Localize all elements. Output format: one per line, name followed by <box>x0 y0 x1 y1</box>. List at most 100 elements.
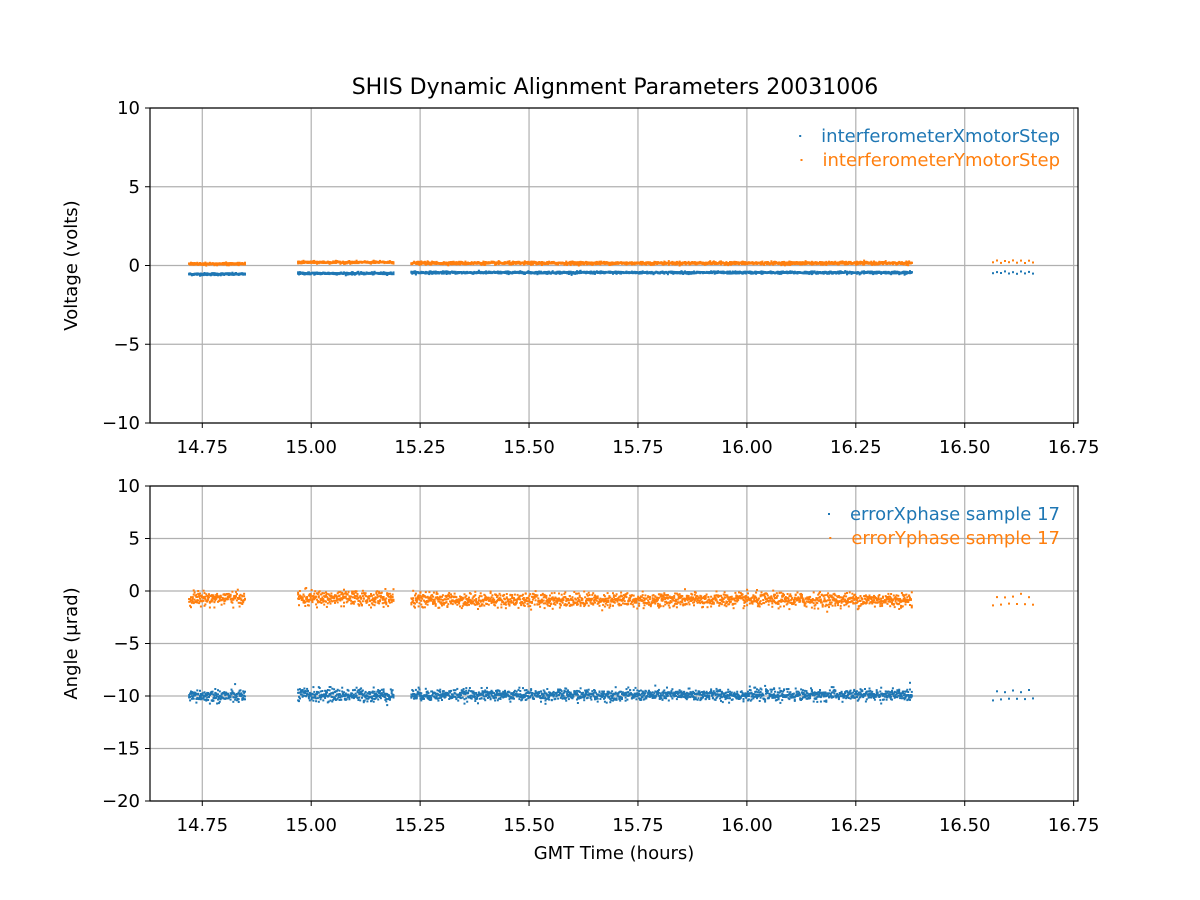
data-point <box>375 696 378 699</box>
data-point <box>324 695 327 698</box>
data-point <box>317 691 320 694</box>
data-point <box>379 697 382 700</box>
data-point <box>372 700 375 703</box>
data-point <box>301 689 304 692</box>
data-point <box>203 698 206 701</box>
legend-marker <box>799 135 802 137</box>
data-point <box>841 260 844 263</box>
data-point <box>227 697 230 700</box>
data-point <box>206 696 209 699</box>
data-point <box>237 691 240 694</box>
data-point <box>362 701 365 704</box>
data-point <box>324 697 327 699</box>
data-point <box>195 693 198 695</box>
data-point <box>344 692 347 695</box>
data-point <box>872 273 875 276</box>
data-point <box>371 691 374 694</box>
data-point <box>372 686 375 689</box>
data-point <box>190 691 193 693</box>
data-point <box>216 264 219 267</box>
data-point <box>207 699 210 701</box>
data-point <box>417 686 420 689</box>
data-point <box>390 690 393 693</box>
data-point <box>204 261 207 264</box>
data-point <box>583 263 586 266</box>
data-point <box>334 697 336 700</box>
data-point <box>569 270 572 273</box>
data-point <box>220 695 223 698</box>
data-point <box>189 699 192 702</box>
data-point <box>357 270 360 273</box>
data-point <box>482 260 485 263</box>
data-point <box>199 696 202 698</box>
data-point <box>385 700 388 703</box>
data-point <box>329 693 332 696</box>
x-tick-label: 16.50 <box>939 437 991 458</box>
data-point <box>1020 259 1022 262</box>
data-point <box>512 263 515 265</box>
data-point <box>357 699 360 701</box>
data-point <box>579 269 582 272</box>
data-point <box>530 263 533 266</box>
data-point <box>569 263 572 266</box>
data-point <box>328 689 331 692</box>
chart-title: SHIS Dynamic Alignment Parameters 200310… <box>352 75 879 100</box>
data-point <box>235 695 238 698</box>
data-point <box>693 261 696 264</box>
data-point <box>370 262 372 265</box>
data-point <box>217 702 220 705</box>
panel-1: 14.75 15.00 15.25 15.50 15.75 16.00 16.25 16.50… <box>61 98 1099 458</box>
data-point <box>347 689 350 692</box>
data-point <box>329 686 332 688</box>
data-point <box>352 697 355 700</box>
data-point <box>1032 272 1034 275</box>
data-point <box>234 698 237 701</box>
panel-2: 14.75 15.00 15.25 15.50 15.75 16.00 16.25 16.50… <box>61 476 1099 864</box>
data-point <box>375 692 378 695</box>
data-point <box>371 690 374 693</box>
data-point <box>302 691 305 694</box>
data-point <box>367 695 370 698</box>
data-point <box>348 698 351 701</box>
data-point <box>235 696 237 699</box>
data-point <box>616 261 619 264</box>
data-point <box>452 263 455 266</box>
data-point <box>300 693 303 696</box>
data-point <box>363 692 366 695</box>
data-point <box>415 695 418 698</box>
data-point <box>298 695 300 698</box>
data-point <box>388 695 390 698</box>
data-point <box>419 697 422 700</box>
data-point <box>449 272 452 275</box>
data-point <box>392 262 395 265</box>
y-tick-label: 5 <box>129 177 140 198</box>
data-point <box>197 693 200 696</box>
data-point <box>244 698 246 701</box>
data-point <box>316 697 319 700</box>
data-point <box>338 689 341 692</box>
data-point <box>304 692 307 695</box>
data-point <box>390 692 393 695</box>
data-point <box>225 691 228 694</box>
data-point <box>326 689 329 691</box>
data-point <box>191 696 194 699</box>
data-point <box>204 695 207 698</box>
data-point <box>334 694 337 697</box>
data-point <box>352 689 354 692</box>
data-point <box>353 688 356 691</box>
data-point <box>307 690 309 693</box>
data-point <box>1016 272 1018 275</box>
data-point <box>335 690 338 693</box>
data-point <box>228 694 231 697</box>
data-point <box>382 691 385 694</box>
data-point <box>198 698 201 701</box>
data-point <box>390 695 393 698</box>
data-point <box>356 697 359 699</box>
data-point <box>450 261 452 263</box>
data-point <box>354 692 357 695</box>
data-point <box>1004 260 1006 262</box>
data-point <box>328 262 331 265</box>
data-point <box>317 700 320 703</box>
data-point <box>819 263 822 266</box>
data-point <box>385 698 388 700</box>
